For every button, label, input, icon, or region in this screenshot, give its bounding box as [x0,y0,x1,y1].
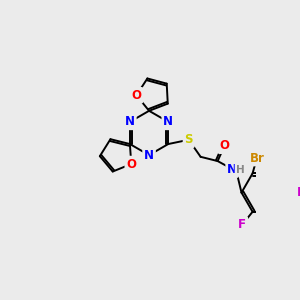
Text: H: H [236,165,245,175]
Text: O: O [126,158,136,170]
Text: F: F [238,218,246,231]
Text: Br: Br [249,152,264,165]
Text: N: N [227,163,237,176]
Text: O: O [220,139,230,152]
Text: N: N [144,148,154,162]
Text: S: S [184,133,193,146]
Text: N: N [163,116,173,128]
Text: N: N [125,116,135,128]
Text: O: O [131,89,142,102]
Text: F: F [297,186,300,199]
